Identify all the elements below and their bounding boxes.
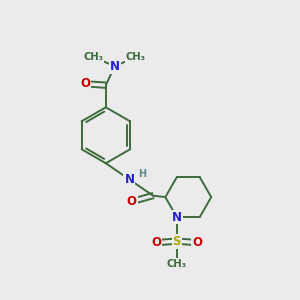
Text: CH₃: CH₃	[83, 52, 103, 62]
Text: O: O	[127, 195, 137, 208]
Text: O: O	[192, 236, 203, 249]
Text: H: H	[138, 169, 146, 179]
Text: N: N	[110, 60, 120, 73]
Text: S: S	[172, 235, 181, 248]
Text: CH₃: CH₃	[167, 259, 187, 269]
Text: O: O	[80, 77, 90, 90]
Text: CH₃: CH₃	[126, 52, 146, 62]
Text: O: O	[151, 236, 161, 249]
Text: N: N	[124, 173, 134, 186]
Text: N: N	[172, 211, 182, 224]
